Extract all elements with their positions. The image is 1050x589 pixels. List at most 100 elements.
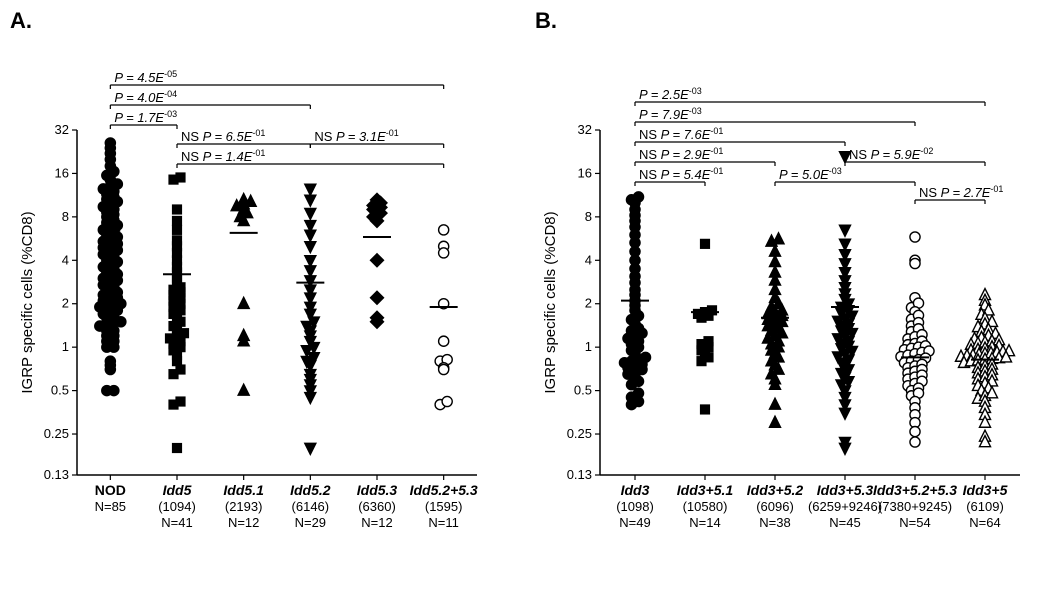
svg-text:N=49: N=49 [619,515,650,530]
svg-text:2: 2 [585,296,592,311]
svg-text:32: 32 [55,122,69,137]
svg-text:Idd3+5.3: Idd3+5.3 [817,482,874,498]
svg-text:N=14: N=14 [689,515,720,530]
data-point [176,365,185,374]
panel: A. 0.13 0.25 0.5 1 2 4 8 16 32 IGRP specific cells… [10,8,478,530]
svg-text:NS P = 1.4E-01: NS P = 1.4E-01 [181,148,265,164]
svg-text:1: 1 [62,339,69,354]
svg-text:8: 8 [585,209,592,224]
svg-text:IGRP specific cells (%CD8): IGRP specific cells (%CD8) [19,211,36,393]
svg-text:(6146): (6146) [292,499,330,514]
svg-text:2: 2 [62,296,69,311]
svg-text:N=45: N=45 [829,515,860,530]
svg-text:16: 16 [578,165,592,180]
svg-text:NS P = 2.7E-01: NS P = 2.7E-01 [919,184,1003,200]
svg-text:NS P = 5.9E-02: NS P = 5.9E-02 [849,146,933,162]
svg-text:(1098): (1098) [616,499,654,514]
data-point [105,364,115,374]
svg-text:P = 7.9E-03: P = 7.9E-03 [639,106,702,122]
svg-text:(6259+9246): (6259+9246) [808,499,882,514]
svg-text:P = 5.0E-03: P = 5.0E-03 [779,166,842,182]
svg-text:0.25: 0.25 [44,426,69,441]
svg-text:(6096): (6096) [756,499,794,514]
data-point [173,205,182,214]
svg-text:NS P = 6.5E-01: NS P = 6.5E-01 [181,128,265,144]
svg-text:4: 4 [62,252,69,267]
data-point [305,195,316,206]
data-point [839,225,850,236]
data-point [439,364,449,374]
svg-text:Idd5.2: Idd5.2 [290,482,331,498]
svg-text:P = 2.5E-03: P = 2.5E-03 [639,86,702,102]
data-point [773,233,784,244]
svg-text:B.: B. [535,8,557,33]
data-point [439,248,449,258]
data-point [769,416,780,427]
data-point [439,225,449,235]
svg-text:P = 4.0E-04: P = 4.0E-04 [114,89,177,105]
svg-text:(1595): (1595) [425,499,463,514]
data-point [371,254,384,267]
svg-text:0.25: 0.25 [567,426,592,441]
data-point [305,208,316,219]
svg-text:N=41: N=41 [161,515,192,530]
svg-text:NS P = 3.1E-01: NS P = 3.1E-01 [314,128,398,144]
svg-text:(1094): (1094) [158,499,196,514]
svg-text:(10580): (10580) [683,499,728,514]
data-point [173,225,182,234]
data-point [910,437,920,447]
svg-text:Idd3+5: Idd3+5 [963,482,1008,498]
svg-text:N=54: N=54 [899,515,930,530]
data-point [176,173,185,182]
data-point [633,396,643,406]
svg-text:NS P = 7.6E-01: NS P = 7.6E-01 [639,126,723,142]
svg-text:A.: A. [10,8,32,33]
svg-text:Idd5.3: Idd5.3 [357,482,398,498]
data-point [238,297,249,308]
svg-text:(2193): (2193) [225,499,263,514]
data-point [109,342,119,352]
svg-text:Idd3+5.1: Idd3+5.1 [677,482,734,498]
data-point [176,397,185,406]
svg-text:N=38: N=38 [759,515,790,530]
svg-text:4: 4 [585,252,592,267]
svg-text:IGRP specific cells (%CD8): IGRP specific cells (%CD8) [542,211,559,393]
svg-text:N=11: N=11 [428,515,458,530]
svg-text:Idd3+5.2: Idd3+5.2 [747,482,804,498]
data-point [305,393,316,404]
svg-text:NOD: NOD [95,482,126,498]
data-point [910,426,920,436]
data-point [839,239,850,250]
data-point [910,232,920,242]
svg-text:16: 16 [55,165,69,180]
data-point [839,408,850,419]
svg-text:N=12: N=12 [361,515,392,530]
svg-text:8: 8 [62,209,69,224]
svg-text:NS P = 2.9E-01: NS P = 2.9E-01 [639,146,723,162]
svg-text:P = 4.5E-05: P = 4.5E-05 [114,69,177,85]
svg-text:Idd5.1: Idd5.1 [223,482,264,498]
svg-text:N=29: N=29 [295,515,326,530]
svg-text:NS P = 5.4E-01: NS P = 5.4E-01 [639,166,723,182]
svg-text:N=64: N=64 [969,515,1000,530]
data-point [116,317,126,327]
data-point [305,443,316,454]
svg-text:Idd3+5.2+5.3: Idd3+5.2+5.3 [873,482,957,498]
svg-text:N=12: N=12 [228,515,259,530]
figure-svg: A. 0.13 0.25 0.5 1 2 4 8 16 32 IGRP specific cells… [0,0,1050,589]
data-point [442,396,452,406]
data-point [701,239,710,248]
svg-text:N=85: N=85 [95,499,126,514]
data-point [173,357,182,366]
svg-text:P = 1.7E-03: P = 1.7E-03 [114,109,177,125]
data-point [701,405,710,414]
data-point [305,256,316,267]
svg-text:0.13: 0.13 [44,467,69,482]
data-point [839,443,850,454]
svg-text:1: 1 [585,339,592,354]
data-point [305,184,316,195]
svg-text:0.5: 0.5 [51,383,69,398]
svg-text:Idd5: Idd5 [163,482,192,498]
svg-text:(7380+9245): (7380+9245) [878,499,952,514]
svg-text:Idd3: Idd3 [621,482,650,498]
